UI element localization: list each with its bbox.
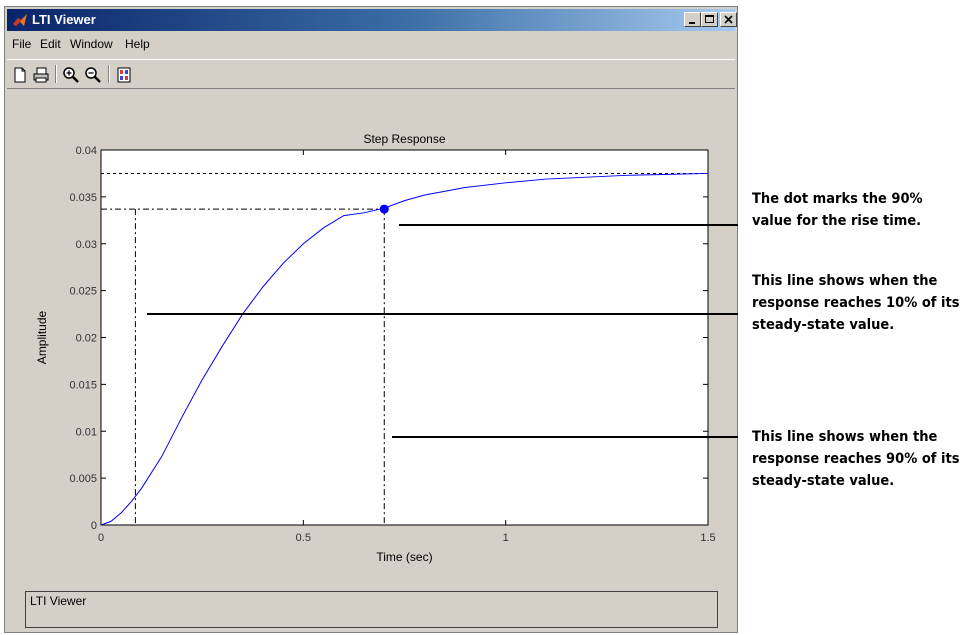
- plot-configuration-button[interactable]: [114, 65, 134, 85]
- minimize-button[interactable]: [684, 12, 701, 27]
- status-text: LTI Viewer: [30, 594, 87, 608]
- maximize-button[interactable]: [701, 12, 718, 27]
- menu-edit[interactable]: Edit: [40, 37, 61, 51]
- x-tick-label: 0.5: [296, 532, 311, 544]
- zoom-in-icon: [63, 67, 79, 83]
- menu-file[interactable]: File: [12, 37, 32, 51]
- zoom-out-button[interactable]: [83, 65, 103, 85]
- minimize-icon: [689, 22, 695, 24]
- menu-bar: File Edit Window Help: [7, 33, 735, 53]
- figure-area: Step Response Time (sec) Amplitude 0 0.5 1…: [7, 89, 735, 630]
- title-bar[interactable]: LTI Viewer: [7, 9, 737, 31]
- y-tick-label: 0: [91, 520, 97, 532]
- x-tick-label: 1: [503, 532, 509, 544]
- y-tick-label: 0.025: [69, 286, 97, 298]
- zoom-out-icon: [85, 67, 101, 83]
- y-tick-label: 0.01: [76, 426, 97, 438]
- callout-line: This line shows when the: [752, 429, 938, 445]
- y-tick-label: 0.005: [69, 473, 97, 485]
- y-tick-label: 0.015: [69, 379, 97, 391]
- callout-line: response reaches 90% of its: [752, 451, 960, 467]
- lti-viewer-window: LTI Viewer File Edit Window Help: [4, 6, 738, 633]
- close-button[interactable]: [720, 12, 737, 27]
- series-lines: [100, 172, 709, 526]
- y-tick-label: 0.02: [76, 333, 97, 345]
- callout-line: steady-state value.: [752, 317, 895, 333]
- window-title: LTI Viewer: [32, 12, 96, 27]
- reference-lines: [101, 172, 708, 525]
- zoom-in-button[interactable]: [61, 65, 81, 85]
- series-line: [100, 172, 709, 526]
- callout-rise-time-dot: The dot marks the 90% value for the rise…: [752, 188, 923, 232]
- x-tick-label: 1.5: [700, 532, 715, 544]
- new-button[interactable]: [10, 65, 30, 85]
- toolbar: [7, 59, 735, 89]
- step-response-plot[interactable]: Step Response Time (sec) Amplitude 0 0.5 1…: [7, 89, 735, 589]
- x-tick-label: 0: [98, 532, 104, 544]
- y-tick-label: 0.03: [76, 239, 97, 251]
- callout-10-percent: This line shows when the response reache…: [752, 270, 959, 336]
- menu-window[interactable]: Window: [70, 37, 113, 51]
- y-tick-label: 0.035: [69, 192, 97, 204]
- axis-ticks: 0 0.5 1 1.5 0 0.005 0.01 0.015 0.02 0.025 0.03 0.03…: [69, 145, 715, 544]
- print-button[interactable]: [31, 65, 51, 85]
- menu-help[interactable]: Help: [125, 37, 150, 51]
- new-document-icon: [14, 67, 26, 83]
- close-icon: [724, 15, 733, 24]
- callout-line: The dot marks the 90%: [752, 191, 923, 207]
- chart-title: Step Response: [363, 132, 445, 146]
- toolbar-separator: [108, 65, 110, 83]
- y-axis-label: Amplitude: [35, 311, 49, 365]
- callout-90-percent: This line shows when the response reache…: [752, 426, 959, 492]
- callout-line: response reaches 10% of its: [752, 295, 960, 311]
- printer-icon: [33, 67, 49, 83]
- axes-box: [100, 149, 709, 526]
- maximize-icon: [705, 15, 714, 23]
- x-axis-label: Time (sec): [376, 550, 432, 564]
- rise-time-marker[interactable]: [379, 204, 389, 214]
- status-panel: LTI Viewer: [25, 591, 718, 628]
- callout-line: This line shows when the: [752, 273, 938, 289]
- matlab-logo-icon: [13, 14, 27, 26]
- toolbar-separator: [55, 65, 57, 83]
- callout-line: value for the rise time.: [752, 213, 922, 229]
- y-tick-label: 0.04: [76, 145, 97, 157]
- plot-config-icon: [117, 67, 131, 83]
- callout-line: steady-state value.: [752, 473, 895, 489]
